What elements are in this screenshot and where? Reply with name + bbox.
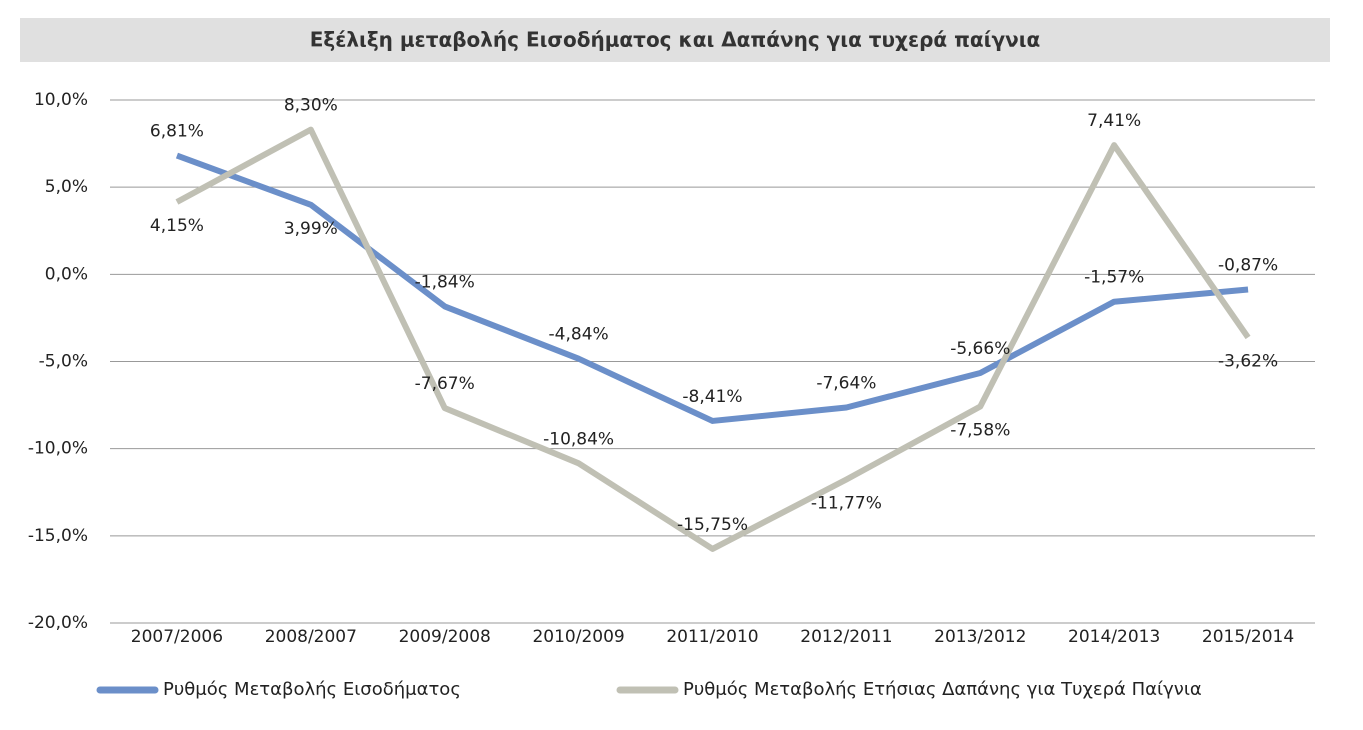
x-tick-label: 2010/2009 bbox=[532, 627, 624, 647]
y-tick-label: -10,0% bbox=[28, 439, 88, 459]
y-tick-label: 0,0% bbox=[45, 264, 88, 284]
data-label: -5,66% bbox=[950, 339, 1010, 359]
y-tick-label: 10,0% bbox=[34, 90, 88, 110]
data-label: -7,67% bbox=[415, 374, 475, 394]
data-label: -0,87% bbox=[1218, 256, 1278, 276]
data-label: 7,41% bbox=[1087, 111, 1141, 131]
data-label: -15,75% bbox=[677, 515, 748, 535]
data-label: 3,99% bbox=[284, 219, 338, 239]
data-label: -4,84% bbox=[549, 325, 609, 345]
x-tick-label: 2011/2010 bbox=[666, 627, 758, 647]
data-label: 6,81% bbox=[150, 122, 204, 142]
x-tick-label: 2008/2007 bbox=[265, 627, 357, 647]
legend-label: Ρυθμός Μεταβολής Ετήσιας Δαπάνης για Τυχ… bbox=[683, 679, 1202, 700]
data-label: -1,84% bbox=[415, 272, 475, 292]
x-tick-label: 2013/2012 bbox=[934, 627, 1026, 647]
x-tick-label: 2014/2013 bbox=[1068, 627, 1160, 647]
y-tick-label: 5,0% bbox=[45, 177, 88, 197]
data-label: -3,62% bbox=[1218, 351, 1278, 371]
y-tick-label: -20,0% bbox=[28, 613, 88, 633]
data-label: 8,30% bbox=[284, 96, 338, 116]
x-tick-label: 2009/2008 bbox=[399, 627, 491, 647]
y-tick-label: -15,0% bbox=[28, 526, 88, 546]
title-bar bbox=[20, 18, 1330, 62]
data-label: -1,57% bbox=[1084, 268, 1144, 288]
series-line bbox=[175, 152, 1249, 424]
y-tick-label: -5,0% bbox=[39, 352, 88, 372]
x-tick-label: 2012/2011 bbox=[800, 627, 892, 647]
data-label: -11,77% bbox=[811, 494, 882, 514]
x-tick-label: 2007/2006 bbox=[131, 627, 223, 647]
x-tick-label: 2015/2014 bbox=[1202, 627, 1294, 647]
chart-title: Εξέλιξη μεταβολής Εισοδήματος και Δαπάνη… bbox=[310, 28, 1040, 52]
data-label: -7,58% bbox=[950, 420, 1010, 440]
series-line bbox=[175, 126, 1251, 552]
data-label: -10,84% bbox=[543, 429, 614, 449]
data-label: -8,41% bbox=[682, 387, 742, 407]
data-label: 4,15% bbox=[150, 216, 204, 236]
data-label: -7,64% bbox=[816, 374, 876, 394]
legend-label: Ρυθμός Μεταβολής Εισοδήματος bbox=[163, 679, 461, 700]
